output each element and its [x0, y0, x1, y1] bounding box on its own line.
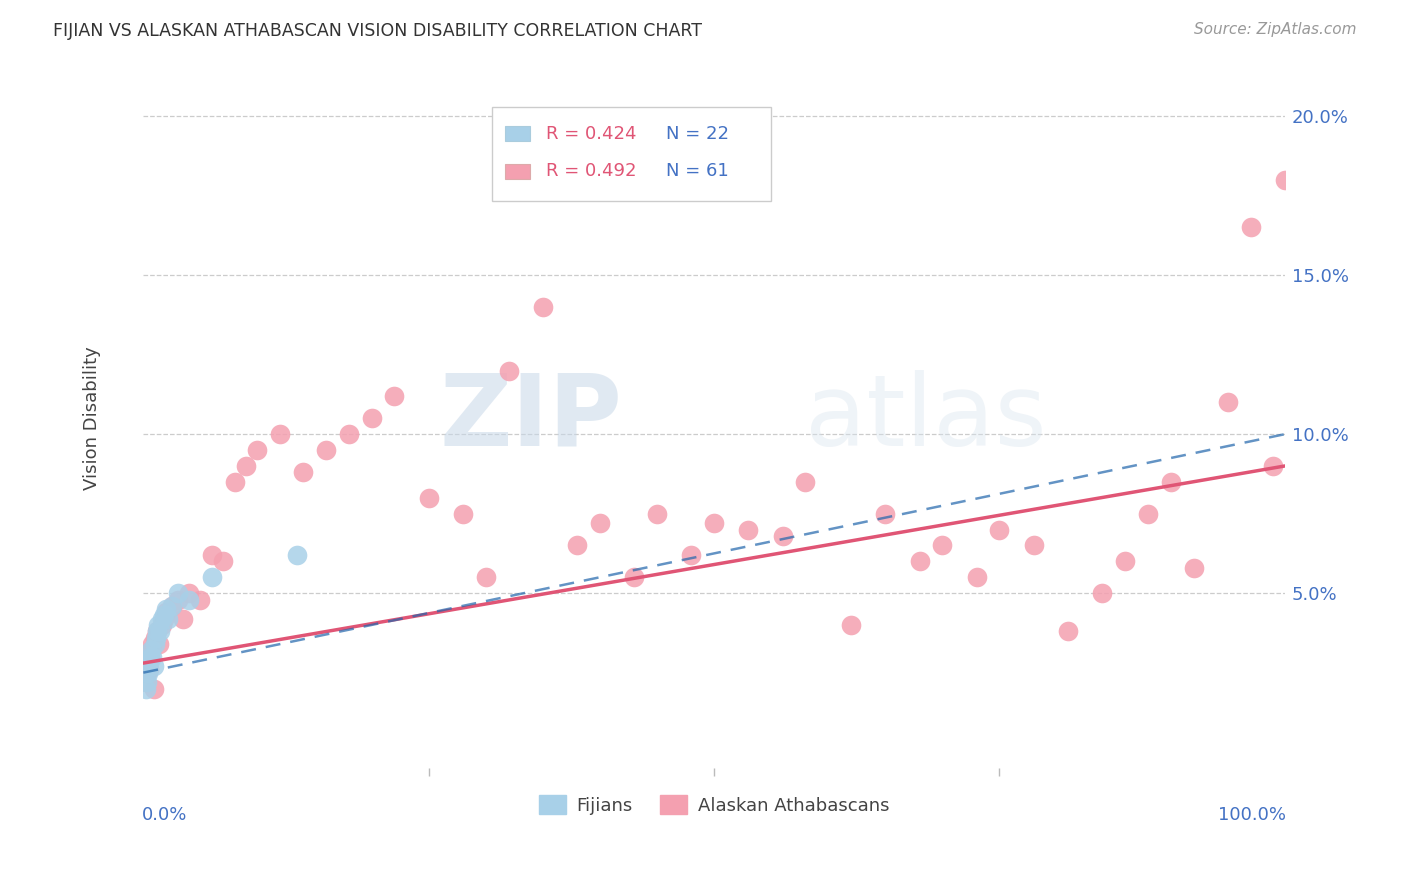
Point	[160, 599, 183, 613]
Text: atlas: atlas	[806, 370, 1047, 467]
Point	[1136, 507, 1159, 521]
Point	[150, 611, 173, 625]
Point	[160, 599, 183, 613]
Point	[166, 586, 188, 600]
Point	[177, 592, 200, 607]
Point	[565, 538, 588, 552]
Point	[146, 624, 169, 639]
Point	[201, 548, 224, 562]
Point	[149, 624, 172, 639]
Point	[1057, 624, 1080, 639]
Point	[772, 529, 794, 543]
Point	[136, 656, 159, 670]
Point	[623, 570, 645, 584]
Point	[498, 363, 520, 377]
Text: R = 0.424: R = 0.424	[547, 125, 637, 143]
Point	[908, 554, 931, 568]
Point	[157, 611, 180, 625]
Point	[315, 443, 337, 458]
Point	[966, 570, 988, 584]
Point	[1091, 586, 1114, 600]
Point	[143, 637, 166, 651]
Text: 0.0%: 0.0%	[142, 806, 187, 824]
Point	[645, 507, 668, 521]
Point	[143, 631, 166, 645]
Point	[269, 427, 291, 442]
Point	[794, 475, 817, 489]
Point	[172, 611, 194, 625]
Point	[224, 475, 246, 489]
Point	[166, 592, 188, 607]
Point	[136, 665, 159, 680]
Point	[418, 491, 440, 505]
Point	[1263, 458, 1285, 473]
Point	[142, 659, 165, 673]
Point	[681, 548, 703, 562]
Point	[138, 663, 160, 677]
Point	[1182, 560, 1205, 574]
Point	[337, 427, 360, 442]
Point	[287, 548, 309, 562]
Point	[135, 675, 157, 690]
Point	[177, 586, 200, 600]
Point	[139, 649, 162, 664]
FancyBboxPatch shape	[505, 163, 530, 179]
Point	[153, 608, 176, 623]
Point	[155, 605, 177, 619]
Point	[142, 681, 165, 696]
Point	[190, 592, 212, 607]
Text: Source: ZipAtlas.com: Source: ZipAtlas.com	[1194, 22, 1357, 37]
Point	[531, 300, 554, 314]
Point	[138, 656, 160, 670]
Point	[589, 516, 612, 531]
Point	[1114, 554, 1136, 568]
Point	[1216, 395, 1239, 409]
Point	[737, 523, 759, 537]
Text: R = 0.492: R = 0.492	[547, 162, 637, 180]
Point	[988, 523, 1011, 537]
Text: N = 22: N = 22	[666, 125, 730, 143]
Point	[235, 458, 257, 473]
Point	[1239, 220, 1261, 235]
Point	[384, 389, 406, 403]
Point	[360, 411, 382, 425]
Point	[141, 637, 163, 651]
FancyBboxPatch shape	[492, 107, 770, 202]
Point	[201, 570, 224, 584]
Text: N = 61: N = 61	[666, 162, 728, 180]
Text: ZIP: ZIP	[440, 370, 623, 467]
Point	[141, 643, 163, 657]
Point	[155, 602, 177, 616]
Point	[839, 618, 862, 632]
Point	[1274, 173, 1296, 187]
Point	[931, 538, 953, 552]
Point	[135, 681, 157, 696]
Point	[150, 618, 173, 632]
Point	[1160, 475, 1182, 489]
Point	[146, 618, 169, 632]
Point	[146, 624, 169, 639]
Text: Vision Disability: Vision Disability	[83, 346, 101, 490]
Point	[139, 649, 162, 664]
Point	[1022, 538, 1045, 552]
Point	[141, 649, 163, 664]
Point	[292, 466, 315, 480]
Point	[451, 507, 474, 521]
Text: FIJIAN VS ALASKAN ATHABASCAN VISION DISABILITY CORRELATION CHART: FIJIAN VS ALASKAN ATHABASCAN VISION DISA…	[53, 22, 703, 40]
Text: 100.0%: 100.0%	[1218, 806, 1286, 824]
Point	[148, 637, 170, 651]
Point	[703, 516, 725, 531]
Point	[246, 443, 269, 458]
Point	[212, 554, 235, 568]
FancyBboxPatch shape	[505, 126, 530, 141]
Legend: Fijians, Alaskan Athabascans: Fijians, Alaskan Athabascans	[531, 789, 897, 822]
Point	[475, 570, 498, 584]
Point	[141, 643, 163, 657]
Point	[135, 665, 157, 680]
Point	[135, 675, 157, 690]
Point	[153, 611, 176, 625]
Point	[145, 631, 167, 645]
Point	[875, 507, 897, 521]
